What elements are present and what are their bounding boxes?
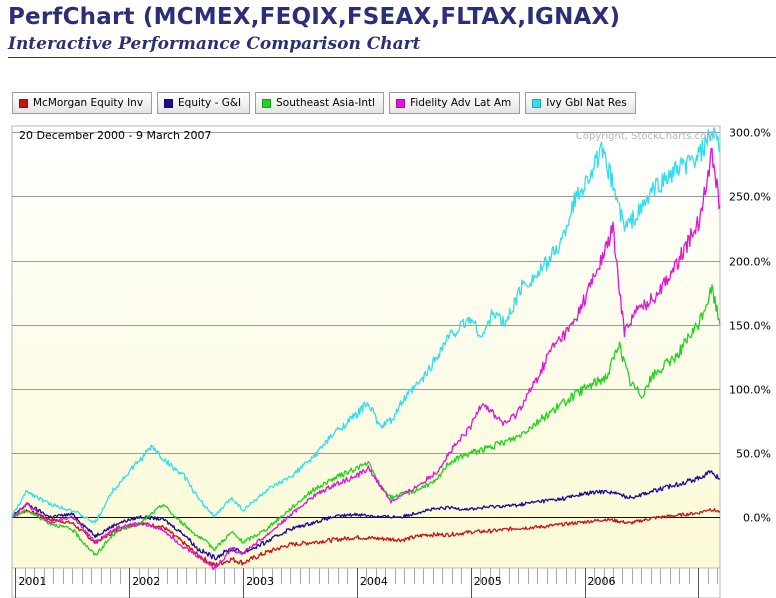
legend-swatch <box>396 98 406 108</box>
legend-swatch <box>532 98 542 108</box>
y-tick-label: 300.0% <box>729 127 771 140</box>
x-axis: 2001 2002 2003 2004 2005 2006 <box>15 568 718 598</box>
page-subtitle: Interactive Performance Comparison Chart <box>8 34 421 54</box>
legend-label: Equity - G&I <box>178 97 242 109</box>
legend-button-2[interactable]: Southeast Asia-Intl <box>255 92 385 114</box>
legend-swatch <box>262 98 272 108</box>
x-tick-label: 2003 <box>246 575 274 588</box>
page-title: PerfChart (MCMEX,FEQIX,FSEAX,FLTAX,IGNAX… <box>8 4 621 30</box>
chart-grid <box>12 132 720 518</box>
series-line-4 <box>11 127 721 524</box>
header-divider <box>8 57 776 58</box>
x-tick-label: 2006 <box>588 575 616 588</box>
x-tick-label: 2004 <box>360 575 388 588</box>
x-tick-label: 2001 <box>18 575 46 588</box>
series-line-3 <box>11 147 721 571</box>
y-tick-label: 50.0% <box>736 448 771 461</box>
y-tick-label: 0.0% <box>743 512 771 525</box>
legend-button-3[interactable]: Fidelity Adv Lat Am <box>389 92 521 114</box>
chart-plot-area <box>11 125 721 569</box>
series-line-1 <box>12 470 721 561</box>
legend-label: McMorgan Equity Inv <box>33 97 144 109</box>
legend-label: Southeast Asia-Intl <box>276 97 376 109</box>
legend-label: Fidelity Adv Lat Am <box>410 97 512 109</box>
y-tick-label: 200.0% <box>729 256 771 269</box>
y-tick-label: 150.0% <box>729 320 771 333</box>
legend-button-4[interactable]: Ivy Gbl Nat Res <box>525 92 636 114</box>
x-tick-label: 2002 <box>132 575 160 588</box>
y-axis: 0.0% 50.0% 100.0% 150.0% 200.0% 250.0% 300.0% <box>729 127 771 525</box>
legend-label: Ivy Gbl Nat Res <box>546 97 627 109</box>
legend-swatch <box>19 98 28 108</box>
x-tick-label: 2005 <box>474 575 502 588</box>
legend-button-0[interactable]: McMorgan Equity Inv <box>12 92 153 114</box>
y-tick-label: 250.0% <box>729 191 771 204</box>
legend-button-1[interactable]: Equity - G&I <box>157 92 251 114</box>
chart-legend: McMorgan Equity Inv Equity - G&I Southeast… <box>12 92 641 114</box>
legend-swatch <box>164 98 174 108</box>
page-header: PerfChart (MCMEX,FEQIX,FSEAX,FLTAX,IGNAX… <box>0 0 776 62</box>
date-range-label: 20 December 2000 - 9 March 2007 <box>19 129 212 142</box>
copyright-label: Copyright, StockCharts.com <box>576 131 716 142</box>
y-tick-label: 100.0% <box>729 384 771 397</box>
chart-series <box>11 127 721 571</box>
